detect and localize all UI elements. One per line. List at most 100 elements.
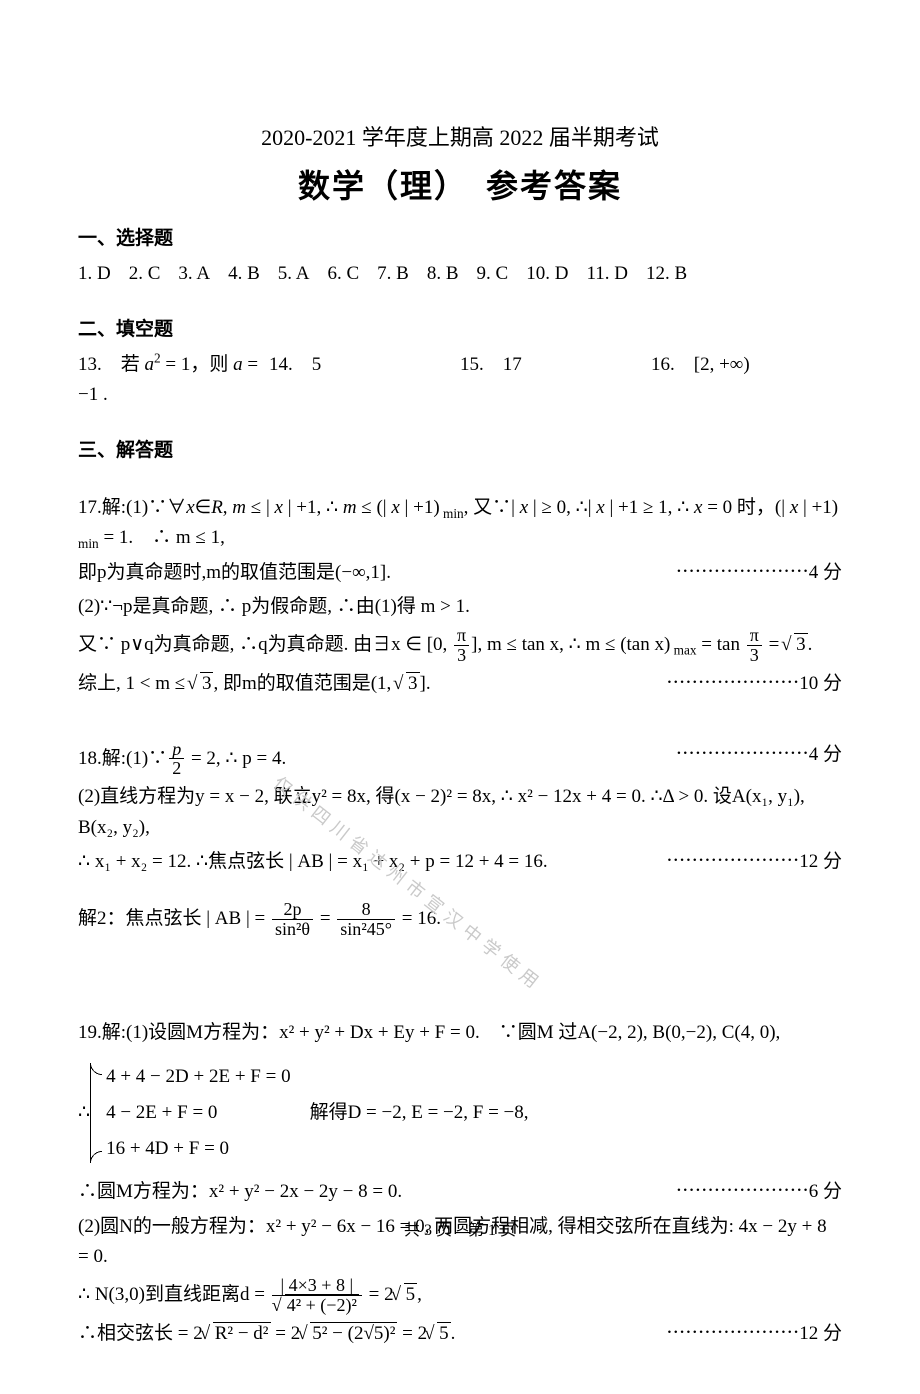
q17-rad1: 3	[794, 633, 808, 655]
q18-score1: 4 分	[676, 740, 842, 770]
q18-l1: 18.解:(1)∵p2 = 2, ∴ p = 4. 4 分	[78, 740, 842, 779]
q19: 19.解:(1)设圆M方程为：x² + y² + Dx + Ey + F = 0…	[78, 1018, 842, 1349]
q19-l2: ∴ 4 + 4 − 2D + 2E + F = 0 4 − 2E + F = 0…	[78, 1053, 842, 1173]
q17-l1a: 17.解:(1)∵∀	[78, 497, 186, 518]
mc-item: 3. A	[178, 259, 210, 289]
q19-rad2: R² − d²	[213, 1322, 271, 1344]
fill-16-ans: [2, +∞)	[694, 354, 750, 375]
q19-rad4: 5	[437, 1322, 451, 1344]
fill-16: 16. [2, +∞)	[651, 350, 842, 411]
q19-l5: ∴ N(3,0)到直线距离d = | 4×3 + 8 |4² + (−2)² =…	[78, 1276, 842, 1315]
mc-item: 7. B	[377, 259, 409, 289]
mc-item: 5. A	[278, 259, 310, 289]
q19-sys3: 16 + 4D + F = 0	[106, 1131, 290, 1167]
q17-score2: 10 分	[666, 669, 842, 699]
section-mc-title: 一、选择题	[78, 224, 842, 254]
q19-l6a: ∴相交弦长 = 2	[78, 1323, 203, 1344]
q19-l2a: ∴	[78, 1098, 90, 1128]
q18-l1a: 18.解:(1)∵	[78, 747, 167, 768]
fill-14: 14. 5	[269, 350, 460, 411]
q19-l3-text: ∴圆M方程为：x² + y² − 2x − 2y − 8 = 0.	[78, 1181, 402, 1202]
mc-item: 10. D	[526, 259, 568, 289]
q18-f3n: 8	[337, 900, 395, 919]
q17-l1: 17.解:(1)∵∀x∈R, m ≤ | x | +1, ∴ m ≤ (| x …	[78, 493, 842, 554]
page-footer: 共 3 页 第 1 页	[0, 1216, 920, 1240]
q19-rad3: 5² − (2√5)²	[310, 1322, 397, 1344]
q17-f1d: 3	[454, 645, 469, 665]
q17-score1: 4 分	[676, 558, 842, 588]
q17-l2-text: 即p为真命题时,m的取值范围是(−∞,1].	[78, 562, 391, 583]
fill-15-ans: 17	[503, 354, 522, 375]
mc-answers: 1. D2. C3. A4. B5. A6. C7. B8. B9. C10. …	[78, 259, 842, 289]
q19-l6c: = 2	[397, 1323, 427, 1344]
q17-l4: 又∵ p∨q为真命题, ∴q为真命题. 由∃x ∈ [0, π3], m ≤ t…	[78, 626, 842, 665]
q19-score1-v: 6 分	[809, 1181, 842, 1202]
q17-rad3: 3	[406, 672, 420, 694]
q18-l4: 解2：焦点弦长 | AB | = 2psin²θ = 8sin²45° = 16…	[78, 900, 842, 939]
q18-l2: (2)直线方程为y = x − 2, 联立y² = 8x, 得(x − 2)² …	[78, 782, 842, 843]
q19-l1: 19.解:(1)设圆M方程为：x² + y² + Dx + Ey + F = 0…	[78, 1018, 842, 1048]
q19-l6: ∴相交弦长 = 2R² − d² = 25² − (2√5)² = 25. 12…	[78, 1319, 842, 1349]
q17-f2n: π	[747, 626, 762, 645]
q17-l5a: 综上, 1 < m ≤	[78, 673, 190, 694]
q17-l3: (2)∵¬p是真命题, ∴ p为假命题, ∴由(1)得 m > 1.	[78, 592, 842, 622]
q18-f2n: 2p	[272, 900, 313, 919]
fill-15: 15. 17	[460, 350, 651, 411]
fill-16-label: 16.	[651, 354, 694, 375]
q18-l4a: 解2：焦点弦长 | AB | =	[78, 907, 270, 928]
q17-l4c: = tan	[697, 634, 745, 655]
q18: 18.解:(1)∵p2 = 2, ∴ p = 4. 4 分 (2)直线方程为y …	[78, 740, 842, 939]
q18-l1b: = 2, ∴ p = 4.	[186, 747, 286, 768]
q18-f3d: sin²45°	[337, 919, 395, 939]
q17-rad2: 3	[200, 672, 214, 694]
q19-l2b: 解得D = −2, E = −2, F = −8,	[291, 1098, 529, 1128]
q17-l5c: ].	[420, 673, 431, 694]
fill-14-ans: 5	[312, 354, 322, 375]
q17-l2: 即p为真命题时,m的取值范围是(−∞,1]. 4 分	[78, 558, 842, 588]
q19-f1d: 4² + (−2)²	[285, 1294, 359, 1315]
doc-title: 数学（理） 参考答案	[78, 161, 842, 212]
q17-l1d: = 1. ∴ m ≤ 1,	[99, 527, 225, 548]
section-free-title: 三、解答题	[78, 436, 842, 466]
q17: 17.解:(1)∵∀x∈R, m ≤ | x | +1, ∴ m ≤ (| x …	[78, 493, 842, 700]
q18-f2d: sin²θ	[272, 919, 313, 939]
q17-f2d: 3	[747, 645, 762, 665]
q18-l4c: = 16.	[397, 907, 441, 928]
mc-item: 9. C	[477, 259, 509, 289]
q17-l4b: ], m ≤ tan x, ∴ m ≤ (tan x)	[471, 634, 670, 655]
section-fill-title: 二、填空题	[78, 315, 842, 345]
q17-score1-v: 4 分	[809, 562, 842, 583]
mc-item: 8. B	[427, 259, 459, 289]
q19-score2: 12 分	[666, 1319, 842, 1349]
mc-item: 4. B	[228, 259, 260, 289]
q18-l4b: =	[315, 907, 335, 928]
q17-l5b: , 即m的取值范围是(1,	[213, 673, 396, 694]
q17-score2-v: 10 分	[799, 673, 842, 694]
q17-l4e: .	[808, 634, 813, 655]
q17-f1n: π	[454, 626, 469, 645]
q17-l4a: 又∵ p∨q为真命题, ∴q为真命题. 由∃x ∈ [0,	[78, 634, 452, 655]
exam-title: 2020-2021 学年度上期高 2022 届半期考试	[78, 120, 842, 155]
q18-l3-text: ∴ x₁ + x₂ = 12. ∴焦点弦长 | AB | = x₁ + x₂ +…	[78, 851, 548, 872]
fill-14-label: 14.	[269, 354, 312, 375]
q19-f1n: | 4×3 + 8 |	[272, 1276, 362, 1295]
mc-item: 11. D	[586, 259, 628, 289]
fill-15-label: 15.	[460, 354, 503, 375]
q19-l6b: = 2	[271, 1323, 301, 1344]
q19-sys1: 4 + 4 − 2D + 2E + F = 0	[106, 1059, 290, 1095]
mc-item: 2. C	[129, 259, 161, 289]
q17-l5: 综上, 1 < m ≤ 3, 即m的取值范围是(1, 3]. 10 分	[78, 669, 842, 699]
q19-sys2: 4 − 2E + F = 0	[106, 1095, 290, 1131]
mc-item: 1. D	[78, 259, 111, 289]
fill-answers: 13. 若 a2 = 1，则 a = −1 . 14. 5 15. 17 16.…	[78, 350, 842, 411]
q18-l3: ∴ x₁ + x₂ = 12. ∴焦点弦长 | AB | = x₁ + x₂ +…	[78, 847, 842, 877]
fill-13: 13. 若 a2 = 1，则 a = −1 .	[78, 350, 269, 411]
q19-l3: ∴圆M方程为：x² + y² − 2x − 2y − 8 = 0. 6 分	[78, 1177, 842, 1207]
q19-score2-v: 12 分	[799, 1323, 842, 1344]
q17-max: max	[670, 643, 696, 658]
q17-min1: min	[440, 506, 464, 521]
q19-l6d: .	[451, 1323, 456, 1344]
q19-score1: 6 分	[676, 1177, 842, 1207]
page: 2020-2021 学年度上期高 2022 届半期考试 数学（理） 参考答案 一…	[0, 0, 920, 1394]
q18-score2-v: 12 分	[799, 851, 842, 872]
